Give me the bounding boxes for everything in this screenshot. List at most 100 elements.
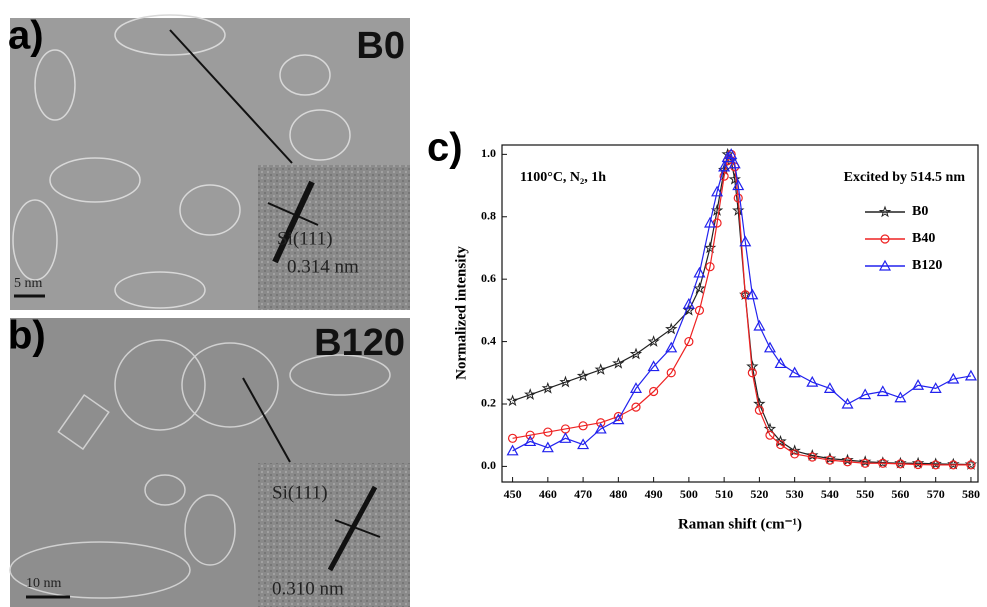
- data-point: [649, 386, 659, 397]
- data-point: [612, 356, 625, 369]
- data-point: [631, 402, 641, 412]
- data-point: [746, 288, 759, 300]
- data-point: [788, 444, 801, 457]
- data-point: [878, 458, 888, 468]
- data-point: [775, 439, 786, 450]
- data-point: [506, 444, 519, 456]
- data-point: [733, 193, 743, 203]
- data-point: [704, 216, 717, 228]
- data-point: [525, 430, 535, 440]
- data-point: [728, 172, 741, 185]
- data-point: [931, 460, 941, 470]
- data-point: [966, 460, 976, 470]
- data-point: [629, 347, 643, 360]
- data-point: [705, 262, 715, 272]
- x-tick-label: 560: [891, 487, 909, 501]
- data-point: [947, 372, 960, 384]
- data-point: [790, 449, 800, 459]
- data-point: [578, 421, 588, 431]
- x-tick-label: 570: [927, 487, 945, 501]
- data-point: [754, 405, 764, 415]
- panel-label: c): [427, 126, 463, 170]
- data-point: [718, 160, 731, 172]
- data-point: [576, 369, 590, 382]
- data-point: [747, 368, 757, 378]
- data-point: [577, 438, 590, 450]
- series-line: [512, 153, 972, 452]
- data-point: [728, 157, 741, 169]
- data-point: [665, 322, 678, 335]
- x-tick-label: 580: [962, 487, 980, 501]
- data-point: [524, 435, 537, 447]
- x-tick-label: 510: [715, 487, 733, 501]
- tem-panel-a: [10, 14, 410, 310]
- data-point: [559, 432, 572, 443]
- legend-label: B120: [912, 258, 942, 273]
- y-tick-label: 0.6: [481, 271, 496, 285]
- data-point: [725, 148, 738, 159]
- x-tick-label: 460: [539, 487, 557, 501]
- data-point: [806, 375, 819, 387]
- y-tick-label: 1.0: [481, 146, 496, 160]
- y-tick-label: 0.2: [481, 396, 496, 410]
- panel-label: a): [8, 14, 44, 58]
- x-tick-label: 540: [821, 487, 839, 501]
- data-point: [594, 422, 607, 434]
- data-point: [948, 460, 958, 470]
- data-point: [860, 458, 870, 468]
- data-point: [507, 433, 518, 443]
- annotation: Excited by 514.5 nm: [844, 170, 966, 185]
- data-point: [596, 418, 606, 428]
- data-point: [613, 411, 623, 422]
- data-point: [912, 379, 925, 390]
- data-point: [788, 366, 801, 378]
- data-point: [841, 397, 854, 409]
- data-point: [807, 452, 817, 462]
- data-point: [543, 427, 553, 437]
- plot-frame: [501, 144, 979, 483]
- data-point: [693, 281, 706, 294]
- data-point: [629, 382, 643, 393]
- legend-label: B0: [912, 204, 928, 219]
- y-tick-label: 0.4: [481, 333, 496, 347]
- data-point: [612, 413, 625, 425]
- x-tick-label: 450: [504, 487, 522, 501]
- tem-panel-b: [9, 318, 410, 607]
- data-point: [711, 185, 724, 197]
- scale-bar-label: 5 nm: [14, 276, 43, 291]
- spacing-label: 0.310 nm: [272, 578, 344, 599]
- data-point: [774, 434, 787, 447]
- data-point: [823, 382, 836, 393]
- data-point: [913, 459, 923, 470]
- sample-label: B120: [314, 322, 405, 364]
- data-point: [666, 368, 676, 378]
- data-point: [732, 179, 745, 191]
- data-point: [684, 336, 694, 347]
- data-point: [721, 151, 734, 163]
- x-tick-label: 470: [574, 487, 592, 501]
- data-point: [694, 305, 705, 315]
- x-tick-label: 520: [750, 487, 768, 501]
- data-point: [774, 357, 787, 369]
- data-point: [524, 388, 537, 400]
- data-point: [594, 363, 607, 375]
- x-tick-label: 500: [680, 487, 698, 501]
- data-point: [753, 319, 766, 331]
- data-point: [894, 391, 907, 403]
- x-tick-label: 490: [645, 487, 663, 501]
- data-point: [506, 394, 519, 407]
- legend-marker: [878, 205, 892, 218]
- data-point: [682, 297, 695, 309]
- data-point: [763, 341, 776, 353]
- data-point: [859, 388, 872, 400]
- data-point: [693, 266, 706, 278]
- data-point: [647, 335, 660, 347]
- data-point: [825, 455, 835, 465]
- data-point: [559, 375, 572, 388]
- data-point: [964, 369, 977, 381]
- plane-label: Si(111): [277, 228, 333, 249]
- plane-label: Si(111): [272, 482, 328, 503]
- data-point: [541, 381, 555, 394]
